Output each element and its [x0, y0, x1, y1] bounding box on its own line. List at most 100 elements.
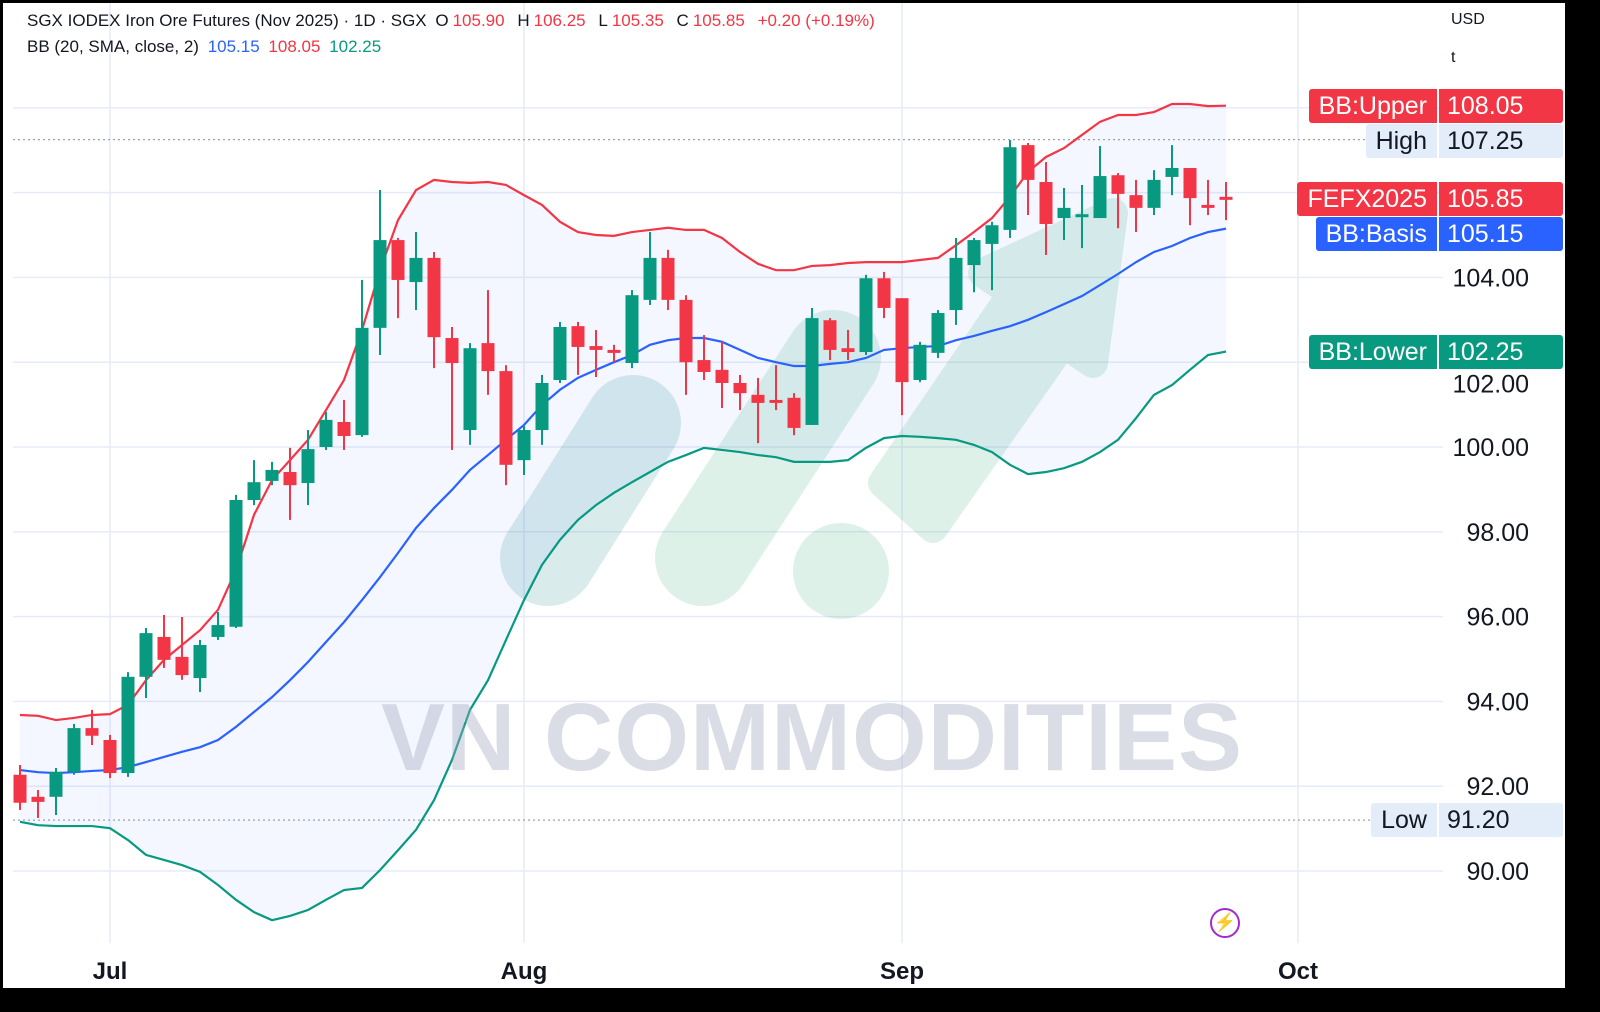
price-tag-low[interactable]: Low 91.20 [1371, 803, 1563, 838]
candle [445, 327, 459, 450]
candle-body [553, 327, 567, 381]
candle-body [625, 295, 639, 364]
candle [517, 424, 531, 475]
candle-body [715, 369, 729, 383]
candle [1219, 182, 1233, 221]
candle [355, 279, 369, 437]
candle [949, 237, 963, 325]
candle-body [499, 371, 513, 465]
candle [1129, 179, 1143, 233]
unit-label[interactable]: t [1451, 49, 1456, 66]
high-value: H 106.25 [517, 11, 586, 30]
candle [985, 221, 999, 291]
candle-body [823, 320, 837, 350]
candle-body [1183, 168, 1197, 199]
candle [769, 365, 783, 411]
low-value: L 105.35 [598, 11, 664, 30]
close-value: C 105.85 [676, 11, 745, 30]
candle-body [1021, 145, 1035, 180]
candle [1165, 145, 1179, 196]
indicator-legend[interactable]: BB (20, SMA, close, 2) 105.15 108.05 102… [27, 37, 385, 57]
price-tag-value: 108.05 [1439, 88, 1563, 123]
price-tag-last[interactable]: FEFX2025 105.85 [1297, 181, 1563, 216]
bb-basis-line [19, 227, 1227, 775]
candle [733, 374, 747, 411]
candle-body [283, 472, 297, 486]
candle-body [877, 278, 891, 308]
candle-body [427, 257, 441, 338]
price-tag-name: BB:Basis [1315, 216, 1437, 251]
candle-body [445, 338, 459, 364]
candle-body [49, 771, 63, 797]
price-tag-value: 91.20 [1439, 803, 1563, 838]
candle [535, 374, 549, 445]
y-tick-label: 104.00 [1453, 264, 1529, 292]
candle-body [319, 419, 333, 447]
candle-body [607, 349, 621, 353]
candle [265, 461, 279, 486]
y-tick-label: 100.00 [1453, 434, 1529, 462]
candle-body [1003, 147, 1017, 230]
candle [1093, 145, 1107, 219]
candle [463, 343, 477, 445]
candle-body [571, 326, 585, 347]
y-axis: 90.00 92.00 94.00 96.00 98.00 100.00 102.00 104… [1453, 264, 1529, 886]
candle [67, 723, 81, 775]
candle [211, 611, 225, 640]
candle [1021, 142, 1035, 216]
price-tag-lower[interactable]: BB:Lower 102.25 [1308, 334, 1563, 369]
candle-body [805, 318, 819, 425]
candle [373, 190, 387, 355]
price-tag-value: 107.25 [1439, 123, 1563, 158]
currency-label[interactable]: USD [1451, 11, 1485, 28]
candle-body [229, 500, 243, 627]
price-tag-upper[interactable]: BB:Upper 108.05 [1308, 88, 1563, 123]
candle [1147, 170, 1161, 216]
candle [49, 767, 63, 816]
candle [13, 765, 27, 810]
open-value: O 105.90 [435, 11, 505, 30]
candle-body [589, 346, 603, 350]
candle [553, 321, 567, 383]
candle [103, 734, 117, 779]
candle-body [949, 257, 963, 311]
y-tick-label: 102.00 [1453, 371, 1529, 399]
chart-frame: Jul Aug Sep Oct 90.00 92.00 94.00 96.00 98.00 10… [3, 3, 1565, 988]
candle [823, 318, 837, 361]
candle [1183, 168, 1197, 226]
price-tag-value: 105.85 [1439, 181, 1563, 216]
candle-body [1111, 175, 1125, 194]
candle-body [1075, 214, 1089, 218]
candle [139, 628, 153, 699]
candle [859, 274, 873, 355]
candle [877, 271, 891, 319]
candle-body [391, 240, 405, 280]
candle-body [31, 796, 45, 802]
x-tick-label: Oct [1278, 958, 1318, 985]
candlestick-chart[interactable]: Jul Aug Sep Oct 90.00 92.00 94.00 96.00 98.00 10… [3, 3, 1565, 988]
price-tag-high[interactable]: High 107.25 [1365, 123, 1563, 158]
bb-lower-value: 102.25 [329, 37, 382, 56]
candle-body [895, 298, 909, 383]
price-tag-name: Low [1371, 803, 1437, 838]
price-tag-name: BB:Upper [1308, 88, 1437, 123]
candle [319, 411, 333, 450]
candle-body [697, 360, 711, 372]
candles [13, 140, 1233, 818]
lightning-bolt-icon[interactable]: ⚡ [1210, 908, 1240, 938]
candle [283, 447, 297, 520]
candle [625, 290, 639, 369]
symbol-legend: SGX IODEX Iron Ore Futures (Nov 2025) · … [27, 11, 879, 31]
indicator-name: BB (20, SMA, close, 2) [27, 37, 199, 56]
candle-body [859, 278, 873, 353]
candle [1003, 140, 1017, 238]
candle [607, 344, 621, 363]
price-tag-basis[interactable]: BB:Basis 105.15 [1315, 216, 1563, 251]
candle [931, 310, 945, 358]
candle-body [643, 257, 657, 300]
candle [679, 295, 693, 395]
candle [967, 237, 981, 293]
candle-body [967, 240, 981, 266]
candle [1111, 173, 1125, 229]
candle-body [175, 656, 189, 676]
